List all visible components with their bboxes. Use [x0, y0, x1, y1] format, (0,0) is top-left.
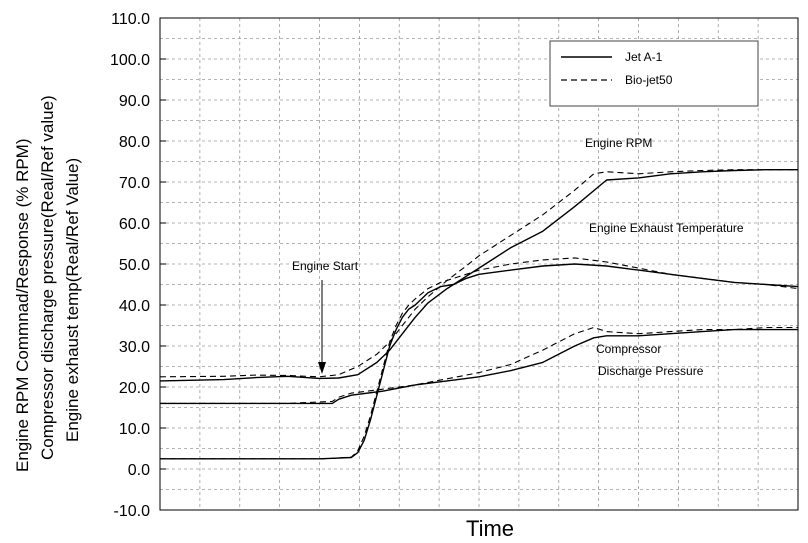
annotation-discharge-pressure: Discharge Pressure: [598, 364, 704, 378]
series-layer: [159, 168, 799, 460]
y-axis-label-line-1: Engine RPM Commnad/Response (% RPM): [13, 138, 32, 472]
y-tick-label: 80.0: [119, 134, 150, 151]
annotation-compressor: Compressor: [596, 342, 661, 356]
legend-label-bio-jet50: Bio-jet50: [625, 73, 673, 87]
y-axis-label-line-3: Engine exhaust temp(Real/Ref Value): [63, 157, 82, 442]
y-tick-label: 90.0: [119, 93, 150, 110]
series-line-bio-jet50-engine-exhaust-temperature: [159, 169, 798, 378]
series-line-bio-jet50-engine-rpm: [160, 257, 799, 460]
legend-box: [549, 40, 759, 107]
y-tick-label: 40.0: [119, 298, 150, 315]
y-tick-label: 20.0: [119, 380, 150, 397]
y-tick-label: 110.0: [111, 11, 150, 28]
series-line-jet-a-1-compressor-discharge-pressure: [160, 328, 798, 405]
y-tick-label: -10.0: [114, 503, 151, 520]
annotation-exhaust-temp: Engine Exhaust Temperature: [589, 221, 744, 235]
y-tick-label: 100.0: [110, 52, 150, 69]
engine-start-arrow-head: [318, 362, 326, 374]
series-line-jet-a-1-engine-exhaust-temperature: [159, 168, 798, 382]
legend: Jet A-1 Bio-jet50: [549, 40, 759, 107]
y-tick-label: 60.0: [119, 216, 150, 233]
annotation-engine-start: Engine Start: [292, 259, 359, 273]
legend-label-jet-a1: Jet A-1: [625, 50, 663, 64]
y-tick-label: 10.0: [119, 421, 150, 438]
y-axis-ticks: -10.0 0.0 10.0 20.0 30.0 40.0 50.0 60.0 70.0 80.0…: [110, 11, 166, 520]
y-tick-label: 50.0: [119, 257, 150, 274]
y-tick-label: 70.0: [119, 175, 150, 192]
y-tick-label: 30.0: [119, 339, 150, 356]
y-tick-label: 0.0: [128, 462, 150, 479]
grid: [160, 17, 798, 511]
y-axis-label-line-2: Compressor discharge pressure(Real/Ref v…: [38, 95, 57, 460]
series-line-bio-jet50-compressor-discharge-pressure: [160, 326, 798, 404]
x-axis-label: Time: [466, 516, 514, 541]
annotation-engine-rpm: Engine RPM: [585, 136, 652, 150]
